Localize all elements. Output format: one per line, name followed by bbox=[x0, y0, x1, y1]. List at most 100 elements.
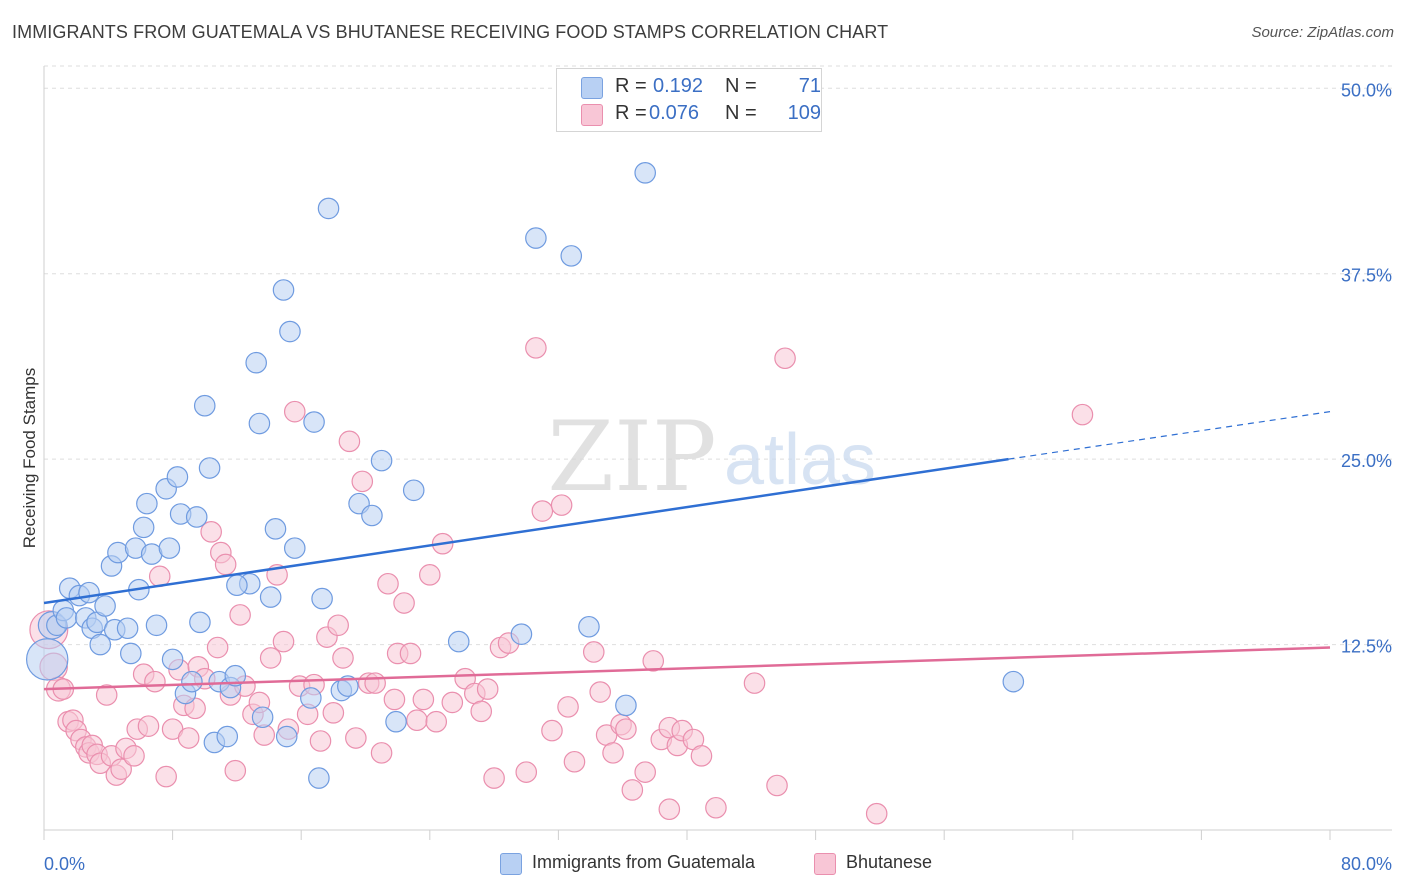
bhutanese-point bbox=[470, 700, 493, 723]
source-label: Source: ZipAtlas.com bbox=[1251, 24, 1394, 41]
guatemala-point bbox=[55, 607, 78, 629]
legend-n-value: 109 bbox=[787, 102, 821, 124]
bhutanese-point bbox=[658, 798, 681, 821]
guatemala-point bbox=[158, 537, 181, 559]
bhutanese-point bbox=[224, 759, 247, 782]
gridlines bbox=[44, 65, 1392, 646]
guatemala-point bbox=[189, 611, 211, 634]
guatemala-point bbox=[78, 581, 100, 604]
bhutanese-point bbox=[582, 641, 605, 663]
watermark-zip: ZIP bbox=[547, 401, 716, 513]
legend-swatch-bhutanese bbox=[581, 104, 603, 126]
guatemala-point bbox=[303, 411, 325, 433]
tick-labels: 12.5% 25.0% 37.5% 50.0% 0.0% 80.0% bbox=[44, 80, 1392, 874]
guatemala-point bbox=[193, 394, 216, 417]
guatemala-point bbox=[25, 638, 69, 681]
bhutanese-point bbox=[144, 670, 166, 693]
guatemala-point bbox=[245, 351, 267, 374]
bhutanese-point bbox=[525, 337, 547, 359]
guatemala-point bbox=[615, 694, 637, 717]
bhutanese-point bbox=[550, 494, 573, 516]
guatemala-point bbox=[120, 642, 142, 665]
guatemala-point bbox=[145, 614, 168, 637]
bottom-legend-label: Bhutanese bbox=[846, 852, 933, 872]
bhutanese-point bbox=[515, 761, 538, 783]
legend-n-label: N = bbox=[725, 102, 757, 124]
bhutanese-point bbox=[634, 761, 657, 783]
bhutanese-trend-line bbox=[43, 646, 1331, 691]
bhutanese-point bbox=[615, 718, 637, 740]
bhutanese-point bbox=[541, 719, 563, 742]
bhutanese-point bbox=[476, 678, 499, 700]
bhutanese-point bbox=[206, 636, 229, 659]
bhutanese-point bbox=[214, 553, 237, 576]
legend-swatch-guatemala bbox=[581, 77, 603, 99]
chart-title: IMMIGRANTS FROM GUATEMALA VS BHUTANESE R… bbox=[12, 22, 889, 42]
bhutanese-point bbox=[766, 774, 788, 797]
guatemala-point bbox=[525, 227, 547, 249]
y-tick-label: 50.0% bbox=[1341, 80, 1392, 100]
series-guatemala bbox=[25, 162, 1025, 789]
guatemala-trend-extension bbox=[1008, 411, 1331, 460]
guatemala-point bbox=[300, 687, 322, 709]
guatemala-point bbox=[116, 617, 139, 640]
legend-r-label: R = bbox=[615, 102, 647, 124]
guatemala-point bbox=[259, 586, 282, 608]
bhutanese-point bbox=[589, 681, 611, 703]
guatemala-point bbox=[370, 449, 393, 472]
bhutanese-point bbox=[345, 727, 367, 749]
guatemala-point bbox=[107, 541, 129, 564]
series-bhutanese bbox=[29, 337, 1094, 825]
guatemala-point bbox=[89, 633, 112, 656]
bhutanese-point bbox=[272, 630, 295, 653]
bhutanese-point bbox=[1071, 403, 1094, 426]
bhutanese-point bbox=[309, 730, 332, 752]
guatemala-point bbox=[1002, 670, 1025, 693]
legend-r-value: 0.192 bbox=[653, 75, 704, 97]
bhutanese-point bbox=[557, 696, 579, 718]
guatemala-point bbox=[578, 615, 600, 638]
guatemala-point bbox=[224, 664, 247, 687]
bhutanese-point bbox=[283, 400, 306, 423]
guatemala-point bbox=[385, 710, 407, 733]
guatemala-point bbox=[272, 279, 295, 301]
guatemala-point bbox=[185, 506, 208, 528]
legend-r-value: 0.076 bbox=[649, 102, 700, 124]
guatemala-point bbox=[361, 504, 383, 527]
guatemala-point bbox=[181, 670, 203, 693]
bhutanese-point bbox=[351, 470, 374, 493]
bottom-legend-label: Immigrants from Guatemala bbox=[532, 852, 756, 872]
bottom-legend-swatch-guatemala bbox=[500, 853, 522, 875]
guatemala-point bbox=[136, 492, 158, 515]
bhutanese-point bbox=[642, 650, 665, 672]
guatemala-point bbox=[226, 574, 248, 597]
guatemala-point bbox=[510, 623, 533, 645]
bhutanese-point bbox=[95, 684, 118, 706]
guatemala-point bbox=[560, 245, 583, 267]
guatemala-point bbox=[402, 479, 425, 502]
bhutanese-point bbox=[399, 642, 422, 665]
guatemala-point bbox=[308, 767, 330, 789]
bhutanese-point bbox=[200, 521, 222, 543]
bhutanese-point bbox=[177, 727, 200, 749]
bhutanese-point bbox=[155, 765, 177, 788]
x-tick-label: 80.0% bbox=[1341, 854, 1392, 874]
bhutanese-point bbox=[123, 745, 145, 767]
guatemala-point bbox=[634, 162, 657, 184]
y-tick-label: 12.5% bbox=[1341, 637, 1392, 657]
bhutanese-point bbox=[259, 647, 282, 669]
bhutanese-point bbox=[774, 347, 796, 370]
bhutanese-point bbox=[531, 500, 554, 522]
bhutanese-point bbox=[137, 715, 160, 737]
watermark-atlas: atlas bbox=[724, 420, 876, 500]
bhutanese-point bbox=[483, 767, 505, 789]
guatemala-point bbox=[166, 466, 189, 488]
bhutanese-point bbox=[743, 672, 766, 694]
bhutanese-point bbox=[690, 745, 713, 767]
correlation-legend: R = 0.192 N = 71 R = 0.076 N = 109 bbox=[556, 68, 822, 132]
guatemala-point bbox=[283, 537, 306, 559]
bhutanese-point bbox=[322, 702, 345, 724]
guatemala-point bbox=[251, 706, 274, 729]
bhutanese-point bbox=[229, 604, 251, 626]
guatemala-point bbox=[216, 725, 239, 748]
